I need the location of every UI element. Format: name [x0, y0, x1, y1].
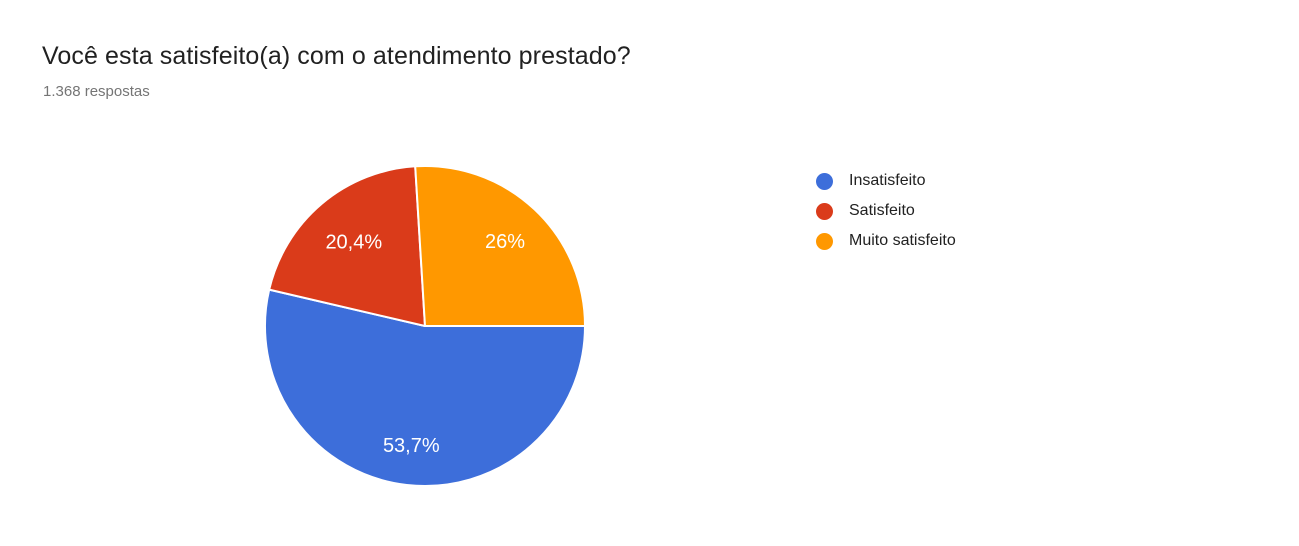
legend-item-satisfeito: Satisfeito [816, 196, 956, 226]
pie-slice-insatisfeito[interactable] [264, 288, 586, 487]
pie-chart: 53,7% 20,4% 26% [264, 165, 586, 487]
legend-label: Muito satisfeito [849, 232, 956, 249]
slice-label-insatisfeito: 53,7% [383, 435, 440, 457]
slice-label-muito-satisfeito: 26% [485, 231, 525, 253]
legend-item-insatisfeito: Insatisfeito [816, 166, 956, 196]
legend-color-dot [816, 232, 833, 250]
chart-legend: Insatisfeito Satisfeito Muito satisfeito [816, 166, 956, 256]
pie-slice-muito-satisfeito[interactable] [414, 165, 586, 327]
legend-label: Satisfeito [849, 202, 915, 219]
pie-slice-satisfeito[interactable] [268, 165, 426, 327]
slice-label-satisfeito: 20,4% [325, 232, 382, 254]
legend-color-dot [816, 172, 833, 190]
legend-color-dot [816, 202, 833, 220]
question-title: Você esta satisfeito(a) com o atendiment… [42, 42, 631, 70]
legend-item-muito-satisfeito: Muito satisfeito [816, 226, 956, 256]
legend-label: Insatisfeito [849, 172, 926, 189]
response-count: 1.368 respostas [43, 83, 150, 100]
